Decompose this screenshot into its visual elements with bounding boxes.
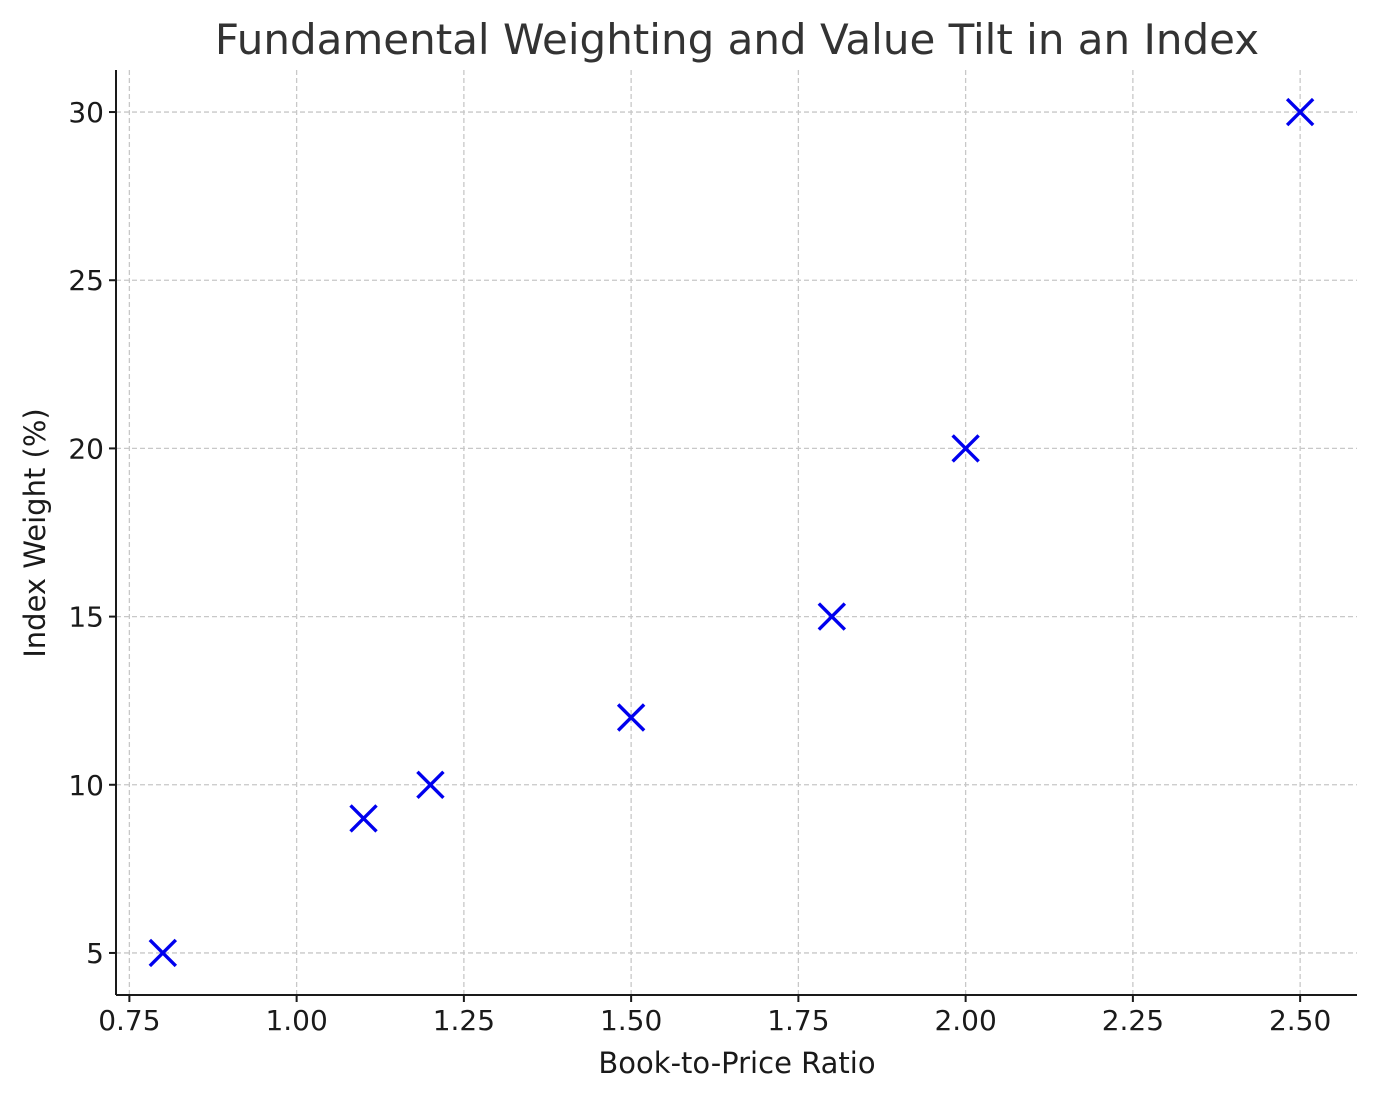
- y-axis-label: Index Weight (%): [18, 408, 52, 658]
- data-point: [817, 602, 847, 631]
- x-tick-label: 1.00: [265, 1004, 327, 1037]
- y-tick-label: 5: [86, 937, 104, 970]
- data-point: [616, 703, 646, 732]
- x-tick-label: 2.50: [1269, 1004, 1331, 1037]
- data-point: [1285, 97, 1315, 127]
- grid-layer: [116, 70, 1357, 995]
- data-point: [148, 938, 178, 968]
- ticks-layer: 0.75 1.00 1.25 1.50 1.75 2.00 2.25 2.50 5 10 15 20 2…: [68, 96, 1331, 1037]
- data-point: [416, 770, 445, 799]
- x-tick-label: 1.25: [433, 1004, 495, 1037]
- points-layer: [148, 97, 1315, 968]
- y-tick-label: 20: [68, 432, 104, 465]
- y-tick-label: 30: [68, 96, 104, 129]
- x-tick-label: 1.75: [767, 1004, 829, 1037]
- axes-layer: [115, 70, 1357, 996]
- y-tick-label: 10: [68, 769, 104, 802]
- data-point: [951, 434, 980, 463]
- x-tick-label: 2.00: [934, 1004, 996, 1037]
- data-point: [349, 804, 378, 833]
- x-tick-label: 2.25: [1102, 1004, 1164, 1037]
- chart-title: Fundamental Weighting and Value Tilt in …: [215, 15, 1259, 64]
- x-tick-label: 0.75: [98, 1004, 160, 1037]
- x-axis-label: Book-to-Price Ratio: [598, 1046, 875, 1080]
- x-tick-label: 1.50: [600, 1004, 662, 1037]
- y-tick-label: 15: [68, 601, 104, 634]
- y-tick-label: 25: [68, 264, 104, 297]
